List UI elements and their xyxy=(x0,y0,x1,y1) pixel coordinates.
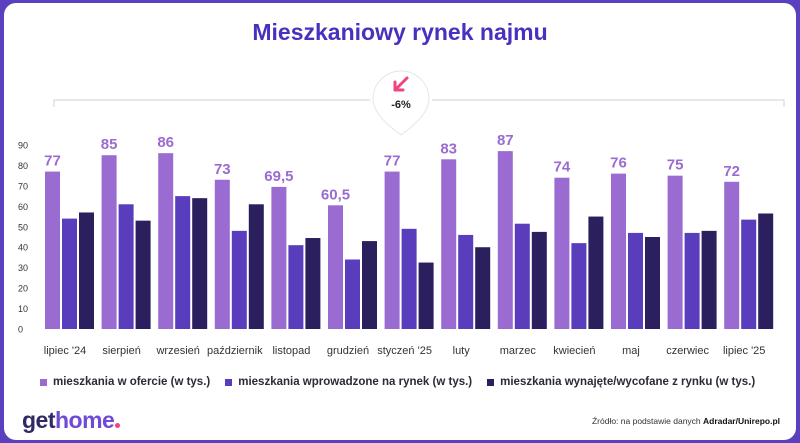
y-tick-label: 10 xyxy=(18,304,28,314)
bar-rented xyxy=(418,262,434,329)
legend-swatch-offer xyxy=(40,378,47,386)
annotation-bubble xyxy=(372,70,430,136)
bar-rented xyxy=(701,230,717,329)
data-label: 73 xyxy=(214,161,231,178)
data-label: 76 xyxy=(610,155,627,172)
data-label: 72 xyxy=(723,163,740,180)
annotation-text: -6% xyxy=(391,99,411,111)
legend-label-offer: mieszkania w ofercie (w tys.) xyxy=(53,376,211,388)
x-tick-label: sierpień xyxy=(102,345,141,357)
data-label: 60,5 xyxy=(321,186,350,203)
x-tick-label: marzec xyxy=(500,345,537,357)
legend-item-introduced: mieszkania wprowadzone na rynek (w tys.) xyxy=(225,376,472,388)
bar-rented xyxy=(248,204,264,329)
bar-rented xyxy=(362,241,377,329)
x-tick-label: grudzień xyxy=(327,345,369,357)
x-tick-label: kwiecień xyxy=(553,345,595,357)
data-label: 77 xyxy=(384,153,401,170)
y-tick-label: 60 xyxy=(18,202,28,212)
data-label: 77 xyxy=(44,153,61,170)
y-tick-label: 50 xyxy=(18,222,28,232)
bar-introduced xyxy=(628,232,643,329)
bar-introduced xyxy=(62,218,77,329)
y-tick-label: 90 xyxy=(18,141,28,151)
bar-introduced xyxy=(231,230,247,329)
bar-offer xyxy=(441,159,457,329)
x-tick-label: wrzesień xyxy=(155,345,199,357)
y-tick-label: 30 xyxy=(18,263,28,273)
legend-swatch-rented xyxy=(487,378,495,386)
bar-rented xyxy=(758,213,774,329)
data-label: 87 xyxy=(497,132,514,149)
x-tick-label: lipiec '25 xyxy=(723,345,765,357)
source-name: Adradar/Unirepo.pl xyxy=(703,416,780,426)
legend-label-introduced: mieszkania wprowadzone na rynek (w tys.) xyxy=(238,376,473,388)
data-label: 85 xyxy=(101,136,118,153)
x-tick-label: październik xyxy=(207,345,263,357)
bar-introduced xyxy=(288,245,304,329)
bar-offer xyxy=(271,186,287,329)
bar-rented xyxy=(531,231,547,329)
x-tick-label: styczeń '25 xyxy=(377,345,432,357)
bar-offer xyxy=(158,153,174,329)
y-tick-label: 80 xyxy=(18,161,28,171)
bar-introduced xyxy=(345,259,360,329)
x-tick-label: maj xyxy=(622,345,640,357)
data-label: 74 xyxy=(554,159,571,176)
bar-rented xyxy=(305,238,321,329)
y-tick-label: 40 xyxy=(18,243,28,253)
bar-introduced xyxy=(118,204,134,329)
bar-rented xyxy=(588,216,604,329)
logo-text-home: home xyxy=(55,407,115,433)
bar-rented xyxy=(79,212,94,329)
bar-offer xyxy=(667,175,683,329)
arrow-down-left-icon xyxy=(393,76,409,92)
bar-chart: -6% 0 10 20 30 40 50 60 70 80 90 77 lipiec '24 85 sier… xyxy=(18,70,785,357)
legend-item-offer: mieszkania w ofercie (w tys.) xyxy=(40,376,210,388)
bar-introduced xyxy=(458,234,474,329)
x-tick-label: lipiec '24 xyxy=(44,345,86,357)
x-tick-label: czerwiec xyxy=(666,345,709,357)
legend-item-rented: mieszkania wynajęte/wycofane z rynku (w … xyxy=(487,376,755,388)
bar-introduced xyxy=(401,228,417,329)
bar-offer xyxy=(328,205,343,329)
bar-offer xyxy=(497,151,513,329)
source-prefix: Źródło: na podstawie danych xyxy=(591,416,704,426)
bar-offer xyxy=(101,155,117,329)
bar-rented xyxy=(192,198,208,329)
bracket-line xyxy=(53,99,785,107)
legend-swatch-introduced xyxy=(225,378,233,386)
bar-offer xyxy=(45,171,60,329)
x-tick-label: luty xyxy=(453,345,471,357)
y-tick-label: 0 xyxy=(18,325,23,335)
bar-offer xyxy=(214,179,230,329)
logo-dot xyxy=(115,423,121,428)
bar-rented xyxy=(475,247,491,329)
bar-introduced xyxy=(571,243,587,329)
source-note: Źródło: na podstawie danych Adradar/Unir… xyxy=(592,416,780,426)
gethome-logo: gethome xyxy=(22,407,121,434)
legend: mieszkania w ofercie (w tys.) mieszkania… xyxy=(40,376,755,388)
bar-rented xyxy=(135,220,151,329)
y-tick-label: 70 xyxy=(18,181,28,191)
bar-rented xyxy=(645,237,660,329)
chart-card: Mieszkaniowy rynek najmu -6% 0 10 20 30 40 50 6… xyxy=(4,3,796,440)
bar-offer xyxy=(724,181,740,329)
data-label: 86 xyxy=(157,134,174,151)
x-tick-label: listopad xyxy=(272,345,310,357)
bar-introduced xyxy=(514,223,530,329)
data-label: 75 xyxy=(667,157,684,174)
bar-introduced xyxy=(684,232,700,329)
data-label: 83 xyxy=(440,140,457,157)
chart-title: Mieszkaniowy rynek najmu xyxy=(252,19,548,45)
bar-introduced xyxy=(175,196,191,329)
bar-introduced xyxy=(741,219,757,329)
legend-label-rented: mieszkania wynajęte/wycofane z rynku (w … xyxy=(500,376,756,388)
bar-offer xyxy=(554,177,570,329)
data-label: 69,5 xyxy=(264,168,293,185)
y-tick-label: 20 xyxy=(18,284,28,294)
logo-text-get: get xyxy=(22,407,56,433)
bar-offer xyxy=(611,173,626,329)
bar-offer xyxy=(384,171,400,329)
